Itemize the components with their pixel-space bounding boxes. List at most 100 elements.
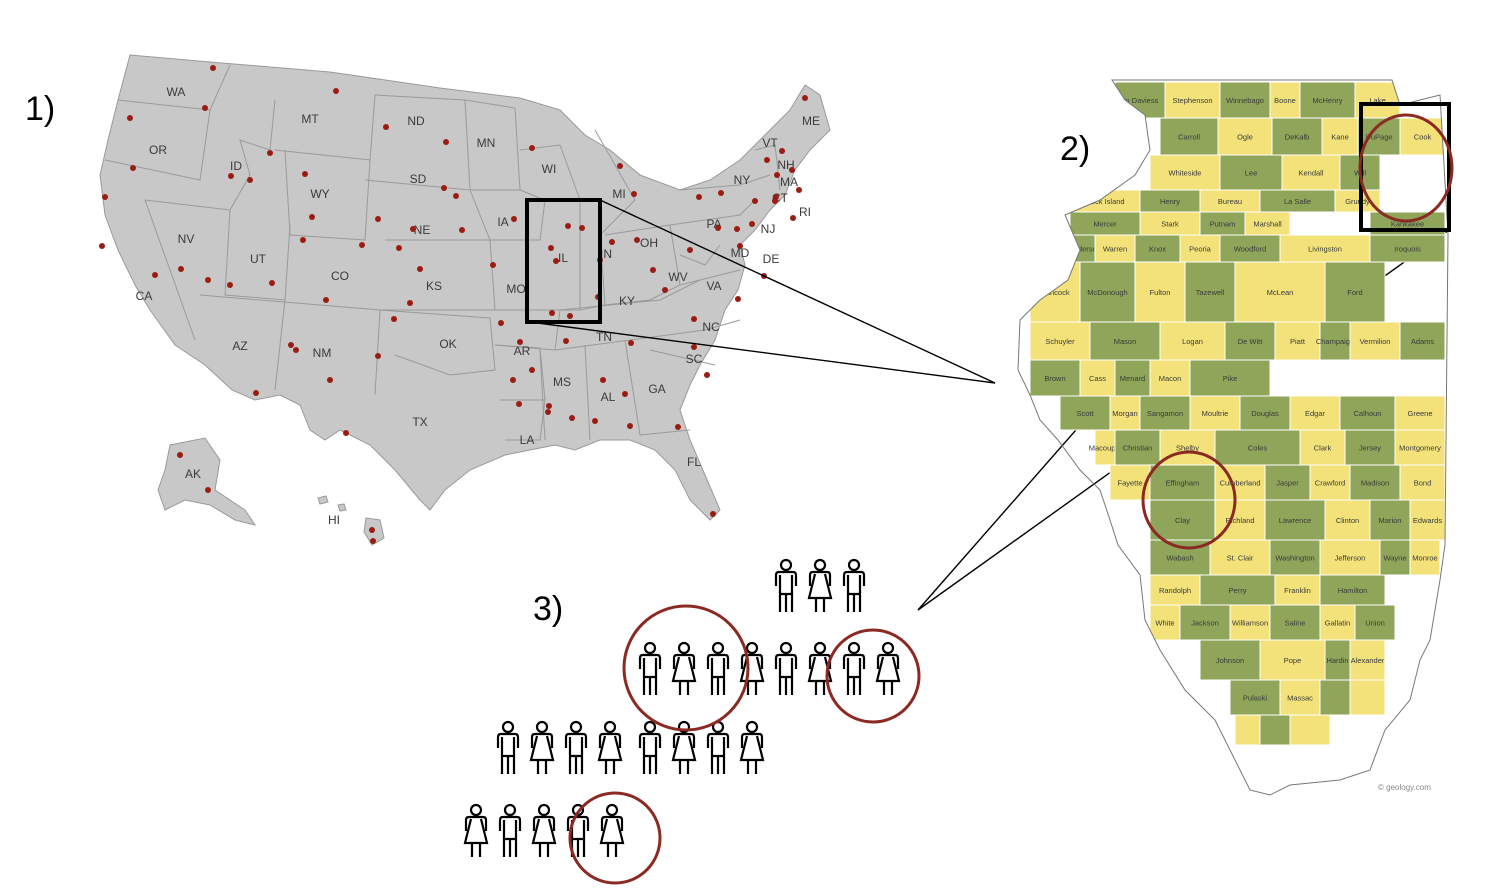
sample-dot	[569, 415, 575, 421]
county-cell	[1274, 574, 1321, 606]
us-map: WA OR CA ID NV MT WY UT AZ CO NM ND SD N…	[99, 54, 831, 546]
county-cell	[1269, 604, 1321, 641]
sample-dot	[696, 194, 702, 200]
sample-dot	[205, 487, 211, 493]
county-label: Grundy	[1345, 197, 1370, 206]
state-label-wy: WY	[310, 187, 329, 201]
woman-icon	[597, 720, 623, 776]
sample-dot	[529, 367, 535, 373]
state-label-de: DE	[763, 252, 780, 266]
sample-dot	[579, 225, 585, 231]
county-cell	[1269, 81, 1301, 119]
sample-dot	[617, 163, 623, 169]
county-label: Washington	[1275, 554, 1314, 563]
county-label: Kane	[1331, 133, 1349, 142]
sample-dot	[634, 237, 640, 243]
sample-dot	[691, 316, 697, 322]
woman-icon	[807, 558, 833, 614]
county-label: Hancock	[1040, 288, 1069, 297]
sample-dot	[288, 342, 294, 348]
county-cell	[1059, 395, 1111, 431]
sample-dot	[410, 226, 416, 232]
sample-dot	[227, 282, 233, 288]
county-label: Coles	[1248, 444, 1267, 453]
state-label-ks: KS	[426, 279, 442, 293]
county-label: Monroe	[1412, 554, 1437, 563]
sample-dot	[300, 237, 306, 243]
state-labels: WA OR CA ID NV MT WY UT AZ CO NM ND SD N…	[136, 85, 820, 527]
man-icon	[842, 641, 866, 697]
state-label-la: LA	[520, 433, 535, 447]
county-label: Williamson	[1232, 619, 1268, 628]
sample-dot	[375, 353, 381, 359]
sample-dot	[247, 177, 253, 183]
state-label-sc: SC	[686, 352, 703, 366]
illinois-outline	[1017, 79, 1449, 796]
county-cell	[1114, 359, 1151, 397]
sample-dot	[210, 65, 216, 71]
sample-dot	[441, 185, 447, 191]
county-label: Brown	[1044, 374, 1065, 383]
county-label: Lake	[1369, 96, 1385, 105]
county-label: Madison	[1361, 479, 1389, 488]
sample-dot	[205, 277, 211, 283]
county-label: Stark	[1161, 220, 1179, 229]
sample-dot	[718, 190, 724, 196]
county-label: Boone	[1274, 96, 1296, 105]
sample-dot	[609, 239, 615, 245]
us-sample-dots	[99, 65, 808, 544]
state-label-nd: ND	[407, 114, 425, 128]
county-label: Edgar	[1305, 409, 1326, 418]
county-label: Morgan	[1112, 409, 1137, 418]
county-label: Pike	[1223, 374, 1238, 383]
sample-dot	[790, 215, 796, 221]
county-label: Randolph	[1159, 586, 1191, 595]
sample-dot	[359, 242, 365, 248]
sample-dot	[789, 167, 795, 173]
county-label: Stephenson	[1172, 96, 1212, 105]
sample-dot	[622, 391, 628, 397]
sample-dot	[443, 139, 449, 145]
county-cell	[1264, 499, 1326, 541]
county-cell	[1159, 117, 1219, 156]
state-label-ky: KY	[619, 294, 635, 308]
map-credit: © geology.com	[1378, 783, 1431, 792]
state-label-vt: VT	[762, 136, 778, 150]
county-label: Mercer	[1093, 220, 1117, 229]
sample-dot	[628, 340, 634, 346]
state-label-il: IL	[558, 251, 568, 265]
county-label: Macoupin	[1089, 444, 1122, 453]
county-cell	[1199, 639, 1261, 681]
man-icon	[564, 720, 588, 776]
county-cell	[1149, 574, 1201, 606]
sample-dot	[228, 173, 234, 179]
county-cell	[1349, 321, 1401, 361]
county-label: Jackson	[1191, 619, 1219, 628]
sample-dot	[749, 221, 755, 227]
county-label: Richland	[1225, 516, 1254, 525]
sample-dot	[563, 338, 569, 344]
county-cell	[1109, 395, 1141, 431]
county-label: Union	[1365, 619, 1385, 628]
sample-dot	[302, 171, 308, 177]
woman-icon	[529, 720, 555, 776]
state-label-va: VA	[706, 279, 721, 293]
county-cell	[1274, 321, 1321, 361]
county-label: Edwards	[1413, 516, 1442, 525]
sample-dot	[375, 216, 381, 222]
state-label-mo: MO	[506, 282, 525, 296]
state-label-ia: IA	[497, 215, 508, 229]
county-cell	[1214, 429, 1301, 466]
sample-dot	[178, 266, 184, 272]
county-cell	[1394, 429, 1446, 466]
sample-dot	[327, 377, 333, 383]
county-cell	[1299, 81, 1356, 119]
sample-dot	[735, 296, 741, 302]
county-label: Jersey	[1359, 444, 1381, 453]
county-label: McLean	[1267, 288, 1294, 297]
sample-dot	[333, 88, 339, 94]
state-label-al: AL	[601, 390, 616, 404]
man-icon	[496, 720, 520, 776]
county-label: Sangamon	[1147, 409, 1183, 418]
county-label: Jo Daviess	[1122, 96, 1159, 105]
